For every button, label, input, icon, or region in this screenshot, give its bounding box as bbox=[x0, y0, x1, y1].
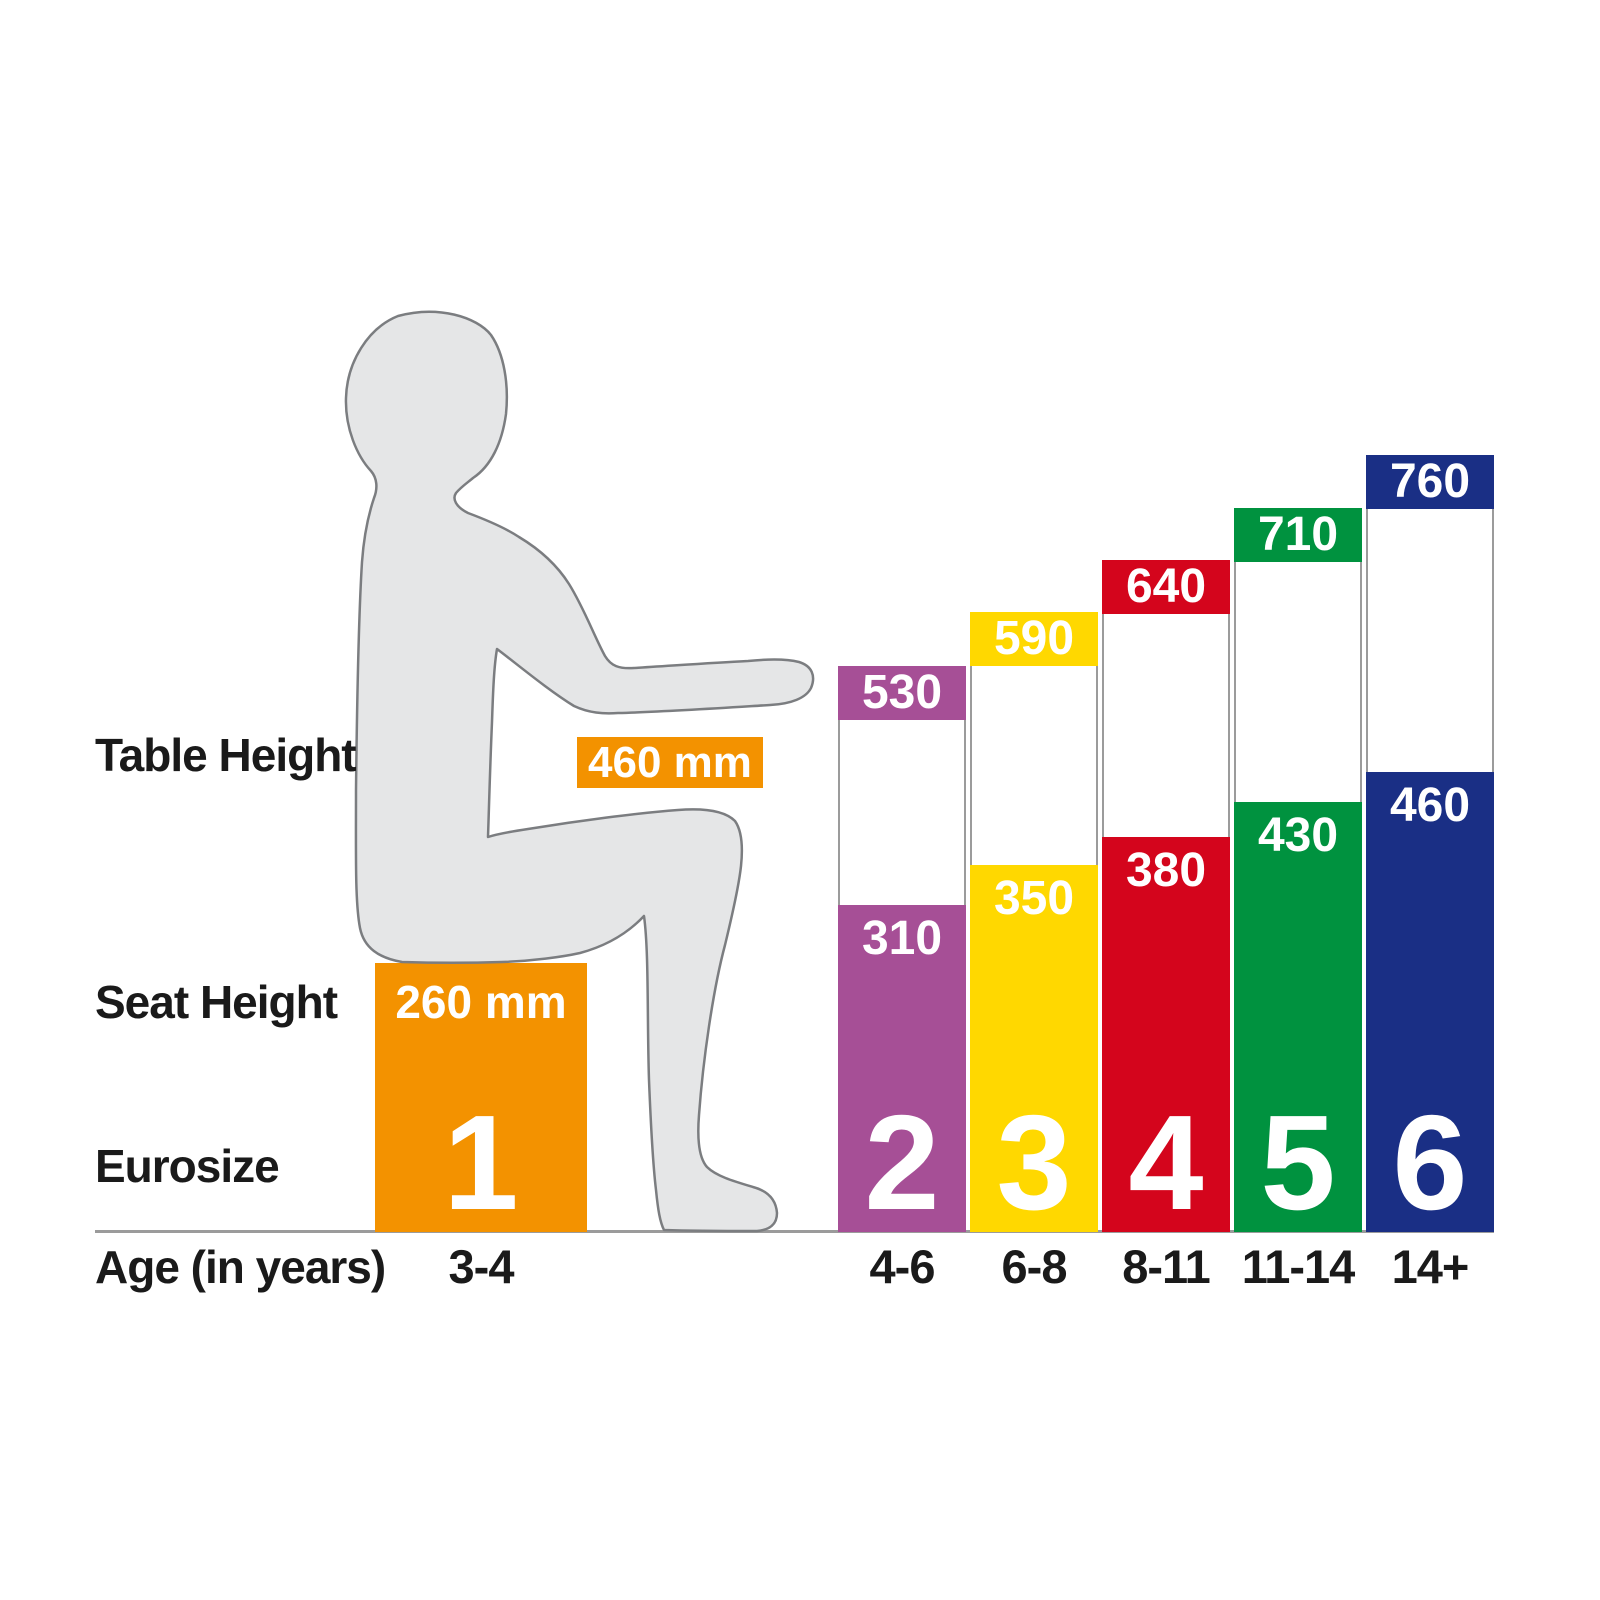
seat-section: 460 6 bbox=[1366, 772, 1494, 1232]
table-height-label: Table Height bbox=[95, 729, 357, 781]
table-height-value: 590 bbox=[993, 612, 1075, 665]
silhouette-path bbox=[344, 310, 815, 1233]
eurosize-digit: 4 bbox=[1128, 1087, 1204, 1238]
size-column-4: 640 380 4 bbox=[1102, 0, 1230, 1600]
seat-height-value: 310 bbox=[861, 912, 943, 965]
eurosize-digit: 6 bbox=[1392, 1087, 1468, 1238]
table-height-cap: 710 bbox=[1234, 508, 1362, 562]
size-column-6: 760 460 6 bbox=[1366, 0, 1494, 1600]
seat-height-label: Seat Height bbox=[95, 976, 338, 1028]
age-value-6: 14+ bbox=[1391, 1240, 1470, 1293]
seat-section: 350 3 bbox=[970, 865, 1098, 1232]
eurosize-digit: 5 bbox=[1260, 1087, 1336, 1238]
column-middle bbox=[1102, 614, 1230, 837]
table-height-value: 760 bbox=[1389, 455, 1471, 508]
size1-seat-height-value: 260 mm bbox=[395, 976, 567, 1028]
column-middle bbox=[970, 666, 1098, 865]
table-height-value: 640 bbox=[1125, 560, 1207, 613]
size-column-5: 710 430 5 bbox=[1234, 0, 1362, 1600]
size1-eurosize-digit: 1 bbox=[443, 1087, 519, 1238]
age-value-2: 4-6 bbox=[869, 1240, 936, 1293]
size-column-3: 590 350 3 bbox=[970, 0, 1098, 1600]
floor-baseline bbox=[95, 1230, 1494, 1233]
size1-table-height-block: 460 mm bbox=[577, 737, 763, 788]
table-height-cap: 640 bbox=[1102, 560, 1230, 614]
table-height-value: 710 bbox=[1257, 508, 1339, 561]
seat-height-value: 380 bbox=[1125, 844, 1207, 897]
column-middle bbox=[1366, 509, 1494, 772]
seat-height-value: 350 bbox=[993, 872, 1075, 925]
size1-seat-block: 260 mm 1 bbox=[375, 963, 587, 1232]
age-value-3: 6-8 bbox=[1001, 1240, 1068, 1293]
age-row-label: Age (in years) bbox=[95, 1241, 386, 1293]
seat-height-value: 460 bbox=[1389, 779, 1471, 832]
age-value-5: 11-14 bbox=[1241, 1240, 1356, 1293]
seat-section: 310 2 bbox=[838, 905, 966, 1232]
seat-section: 380 4 bbox=[1102, 837, 1230, 1232]
table-height-value: 530 bbox=[861, 666, 943, 719]
table-height-cap: 530 bbox=[838, 666, 966, 720]
seat-section: 430 5 bbox=[1234, 802, 1362, 1232]
age-value-4: 8-11 bbox=[1122, 1240, 1210, 1293]
size-column-2: 530 310 2 bbox=[838, 0, 966, 1600]
age-value-1: 3-4 bbox=[448, 1240, 515, 1293]
eurosize-digit: 3 bbox=[996, 1087, 1072, 1238]
eurosize-label: Eurosize bbox=[95, 1140, 280, 1192]
column-middle bbox=[1234, 562, 1362, 802]
table-height-cap: 760 bbox=[1366, 455, 1494, 509]
eurosize-digit: 2 bbox=[864, 1087, 940, 1238]
column-middle bbox=[838, 720, 966, 905]
table-height-cap: 590 bbox=[970, 612, 1098, 666]
seat-height-value: 430 bbox=[1257, 809, 1339, 862]
